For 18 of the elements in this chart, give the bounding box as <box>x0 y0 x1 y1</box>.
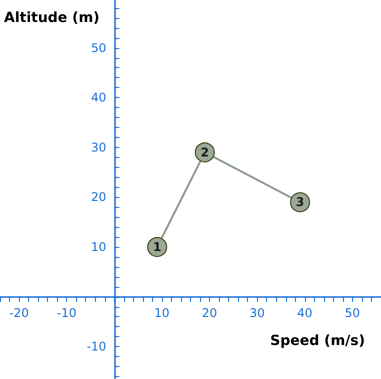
annotation: 3 <box>296 195 304 210</box>
annotation: 2 <box>200 145 209 160</box>
x-tick-label: -10 <box>56 306 76 320</box>
y-tick-label: 40 <box>91 90 106 105</box>
x-tick-label: 40 <box>297 306 312 320</box>
x-tick-label: 30 <box>250 306 265 320</box>
y-tick-label: 30 <box>91 140 106 154</box>
y-tick-label: 20 <box>91 190 106 204</box>
x-tick-label: 50 <box>344 306 360 320</box>
y-tick-label: -10 <box>86 340 106 354</box>
y-axis-title: Altitude (m) <box>4 10 100 26</box>
x-tick-label: 20 <box>202 306 218 320</box>
x-tick-label: 10 <box>154 306 170 320</box>
annotation: 1 <box>152 240 162 254</box>
y-tick-label: 50 <box>91 40 106 55</box>
x-axis-title: Speed (m/s) <box>270 333 366 349</box>
y-tick-label: 10 <box>91 240 106 254</box>
x-tick-label: -20 <box>9 306 29 320</box>
